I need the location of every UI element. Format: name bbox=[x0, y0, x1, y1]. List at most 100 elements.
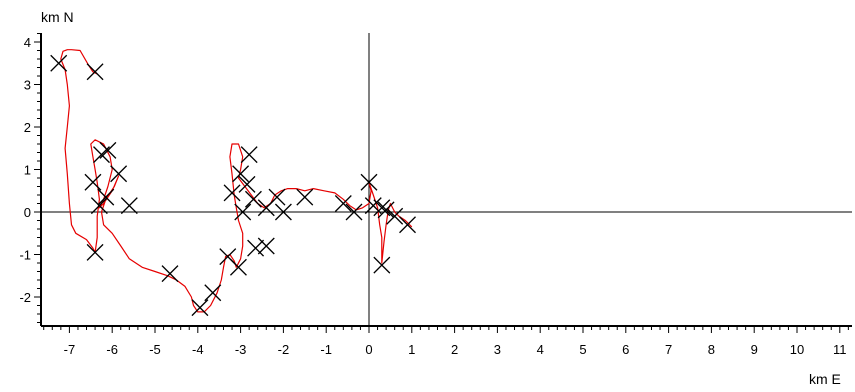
marker-x bbox=[84, 173, 102, 191]
y-tick-label: 4 bbox=[24, 35, 31, 50]
marker-x bbox=[373, 256, 391, 274]
marker-stroke bbox=[345, 203, 363, 221]
x-tick-label: 8 bbox=[708, 342, 715, 357]
x-tick-label: 0 bbox=[365, 342, 372, 357]
marker-stroke bbox=[110, 165, 128, 183]
y-tick-label: 0 bbox=[24, 205, 31, 220]
marker-x bbox=[50, 54, 68, 72]
marker-x bbox=[386, 207, 404, 225]
marker-x bbox=[360, 173, 378, 191]
y-tick-label: 3 bbox=[24, 78, 31, 93]
track-layer bbox=[60, 49, 413, 313]
x-tick-label: -3 bbox=[235, 342, 247, 357]
marker-x bbox=[97, 188, 115, 206]
marker-stroke bbox=[50, 54, 68, 72]
marker-stroke bbox=[230, 258, 247, 276]
x-tick-label: 5 bbox=[579, 342, 586, 357]
marker-stroke bbox=[364, 197, 382, 215]
x-tick-label: -1 bbox=[320, 342, 332, 357]
marker-x bbox=[247, 239, 265, 257]
marker-x bbox=[90, 197, 108, 215]
marker-x bbox=[191, 299, 209, 317]
marker-stroke bbox=[86, 63, 104, 81]
x-tick-label: -4 bbox=[192, 342, 204, 357]
marker-stroke bbox=[97, 188, 115, 206]
y-tick-label: -2 bbox=[19, 290, 31, 305]
x-tick-label: -2 bbox=[278, 342, 290, 357]
marker-stroke bbox=[373, 256, 391, 274]
marker-x bbox=[99, 141, 117, 159]
marker-stroke bbox=[240, 146, 258, 164]
x-tick-label: 11 bbox=[833, 342, 847, 357]
marker-x bbox=[296, 188, 314, 206]
marker-stroke bbox=[268, 188, 286, 206]
marker-x bbox=[268, 188, 286, 206]
marker-stroke bbox=[274, 203, 292, 221]
marker-stroke bbox=[223, 184, 241, 202]
marker-x bbox=[345, 203, 363, 221]
marker-x bbox=[234, 203, 252, 221]
marker-stroke bbox=[238, 175, 256, 193]
x-tick-label: -5 bbox=[149, 342, 161, 357]
x-ticks: -7 -6 -5 -4 -3 -2 -1 0 1 2 3 4 5 6 7 8 9 10 11 bbox=[43, 326, 849, 357]
marker-x bbox=[120, 197, 138, 215]
marker-x bbox=[230, 258, 247, 276]
marker-x bbox=[334, 195, 352, 212]
x-tick-label: 6 bbox=[622, 342, 629, 357]
marker-x bbox=[232, 165, 250, 183]
marker-stroke bbox=[90, 197, 108, 215]
x-tick-label: -7 bbox=[64, 342, 76, 357]
marker-x bbox=[223, 184, 241, 202]
marker-x bbox=[204, 284, 222, 302]
x-tick-label: 9 bbox=[751, 342, 758, 357]
marker-stroke bbox=[377, 201, 395, 219]
x-tick-label: 10 bbox=[790, 342, 804, 357]
marker-x bbox=[110, 165, 128, 183]
y-tick-label: -1 bbox=[19, 248, 31, 263]
marker-x bbox=[86, 63, 104, 81]
marker-x bbox=[274, 203, 292, 221]
axes: -7 -6 -5 -4 -3 -2 -1 0 1 2 3 4 5 6 7 8 9 10 11 -2 -1 0 1 2 3 4 bbox=[19, 33, 852, 357]
marker-stroke bbox=[219, 248, 237, 266]
marker-x bbox=[86, 243, 104, 261]
marker-stroke bbox=[373, 199, 391, 217]
marker-stroke bbox=[234, 203, 252, 221]
marker-stroke bbox=[86, 243, 104, 261]
marker-x bbox=[240, 146, 258, 164]
marker-x bbox=[373, 199, 391, 217]
marker-x bbox=[257, 237, 275, 255]
x-tick-label: -6 bbox=[106, 342, 118, 357]
x-tick-label: 2 bbox=[451, 342, 458, 357]
x-axis-title: km E bbox=[809, 371, 841, 387]
y-tick-label: 2 bbox=[24, 120, 31, 135]
marker-stroke bbox=[257, 237, 275, 255]
y-axis-title: km N bbox=[41, 9, 74, 25]
marker-x bbox=[161, 265, 179, 283]
marker-stroke bbox=[84, 173, 102, 191]
marker-stroke bbox=[386, 207, 404, 225]
x-tick-label: 1 bbox=[408, 342, 415, 357]
y-ticks: -2 -1 0 1 2 3 4 bbox=[19, 33, 41, 323]
marker-stroke bbox=[232, 165, 250, 183]
x-tick-label: 7 bbox=[665, 342, 672, 357]
marker-stroke bbox=[161, 265, 179, 283]
marker-layer bbox=[50, 54, 416, 317]
marker-stroke bbox=[399, 216, 416, 234]
marker-stroke bbox=[191, 299, 209, 317]
marker-x bbox=[399, 216, 416, 234]
marker-stroke bbox=[360, 173, 378, 191]
marker-stroke bbox=[120, 197, 138, 215]
x-tick-label: 4 bbox=[537, 342, 544, 357]
marker-x bbox=[244, 190, 262, 208]
marker-stroke bbox=[244, 190, 262, 208]
marker-x bbox=[377, 201, 395, 219]
marker-stroke bbox=[296, 188, 314, 206]
marker-stroke bbox=[247, 239, 265, 257]
marker-stroke bbox=[99, 141, 117, 159]
y-tick-label: 1 bbox=[24, 163, 31, 178]
marker-stroke bbox=[334, 195, 352, 212]
marker-x bbox=[238, 175, 256, 193]
x-tick-label: 3 bbox=[494, 342, 501, 357]
marker-stroke bbox=[204, 284, 222, 302]
